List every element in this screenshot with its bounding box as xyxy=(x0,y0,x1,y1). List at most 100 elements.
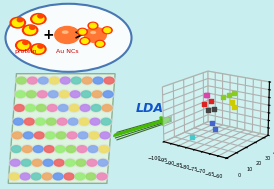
Circle shape xyxy=(35,118,45,125)
Circle shape xyxy=(102,90,115,99)
Circle shape xyxy=(25,105,35,111)
Circle shape xyxy=(81,91,91,98)
Circle shape xyxy=(100,132,110,139)
Circle shape xyxy=(21,159,31,166)
Circle shape xyxy=(80,38,90,44)
Circle shape xyxy=(55,146,65,153)
Circle shape xyxy=(98,145,110,153)
Circle shape xyxy=(78,117,90,126)
Ellipse shape xyxy=(62,31,68,33)
Circle shape xyxy=(21,145,34,153)
Circle shape xyxy=(8,172,21,181)
Circle shape xyxy=(11,131,24,140)
Circle shape xyxy=(48,76,61,85)
Circle shape xyxy=(104,28,110,33)
Circle shape xyxy=(58,90,71,99)
Circle shape xyxy=(34,117,47,126)
Circle shape xyxy=(46,118,56,125)
Circle shape xyxy=(71,77,81,84)
Circle shape xyxy=(33,146,43,153)
Circle shape xyxy=(103,76,116,85)
Circle shape xyxy=(20,173,30,180)
Circle shape xyxy=(26,91,36,98)
Circle shape xyxy=(33,131,46,140)
Circle shape xyxy=(58,105,68,111)
Circle shape xyxy=(46,104,59,112)
Circle shape xyxy=(52,172,64,181)
Circle shape xyxy=(75,173,85,180)
Circle shape xyxy=(81,76,94,85)
Circle shape xyxy=(78,28,87,35)
Circle shape xyxy=(77,146,87,153)
Circle shape xyxy=(102,27,112,34)
Circle shape xyxy=(22,131,35,140)
Circle shape xyxy=(53,173,63,180)
Circle shape xyxy=(12,132,22,139)
Circle shape xyxy=(10,145,23,153)
Circle shape xyxy=(59,91,69,98)
Circle shape xyxy=(98,159,108,166)
Circle shape xyxy=(14,90,27,99)
Circle shape xyxy=(89,132,99,139)
Circle shape xyxy=(87,145,99,153)
Circle shape xyxy=(91,105,101,111)
Circle shape xyxy=(99,117,112,126)
Circle shape xyxy=(69,105,79,111)
Circle shape xyxy=(15,105,24,111)
Circle shape xyxy=(31,14,46,24)
Circle shape xyxy=(80,105,90,111)
Circle shape xyxy=(59,76,72,85)
Circle shape xyxy=(76,159,86,166)
Circle shape xyxy=(31,173,41,180)
Circle shape xyxy=(9,158,22,167)
Circle shape xyxy=(38,14,43,18)
Circle shape xyxy=(32,145,45,153)
Circle shape xyxy=(93,77,103,84)
Circle shape xyxy=(82,77,92,84)
Text: LDA: LDA xyxy=(136,102,164,115)
Circle shape xyxy=(43,159,53,166)
Circle shape xyxy=(67,132,77,139)
Circle shape xyxy=(103,91,113,98)
Circle shape xyxy=(44,131,57,140)
Circle shape xyxy=(55,131,68,140)
Circle shape xyxy=(17,18,23,22)
Circle shape xyxy=(88,22,98,29)
Circle shape xyxy=(42,173,52,180)
Circle shape xyxy=(15,91,25,98)
Circle shape xyxy=(69,90,82,99)
Circle shape xyxy=(95,172,108,181)
Circle shape xyxy=(73,172,86,181)
Circle shape xyxy=(22,146,32,153)
Circle shape xyxy=(68,118,78,125)
Circle shape xyxy=(13,118,23,125)
Circle shape xyxy=(66,131,79,140)
Circle shape xyxy=(24,118,34,125)
Circle shape xyxy=(23,132,33,139)
Circle shape xyxy=(87,159,97,166)
Circle shape xyxy=(99,146,109,153)
Circle shape xyxy=(97,42,103,46)
Circle shape xyxy=(30,26,35,29)
Circle shape xyxy=(60,77,70,84)
Circle shape xyxy=(23,117,36,126)
Circle shape xyxy=(24,104,37,112)
Circle shape xyxy=(41,172,53,181)
Circle shape xyxy=(90,23,96,28)
Text: protein: protein xyxy=(15,49,37,54)
Circle shape xyxy=(64,173,74,180)
Circle shape xyxy=(10,17,25,28)
Circle shape xyxy=(48,91,58,98)
Circle shape xyxy=(79,118,89,125)
Circle shape xyxy=(37,76,50,85)
Circle shape xyxy=(90,104,102,112)
Polygon shape xyxy=(8,74,115,183)
Circle shape xyxy=(99,131,112,140)
Circle shape xyxy=(20,158,33,167)
Circle shape xyxy=(55,26,79,43)
Circle shape xyxy=(25,26,36,34)
Circle shape xyxy=(45,132,55,139)
Circle shape xyxy=(27,77,37,84)
Circle shape xyxy=(88,146,98,153)
Circle shape xyxy=(32,159,42,166)
